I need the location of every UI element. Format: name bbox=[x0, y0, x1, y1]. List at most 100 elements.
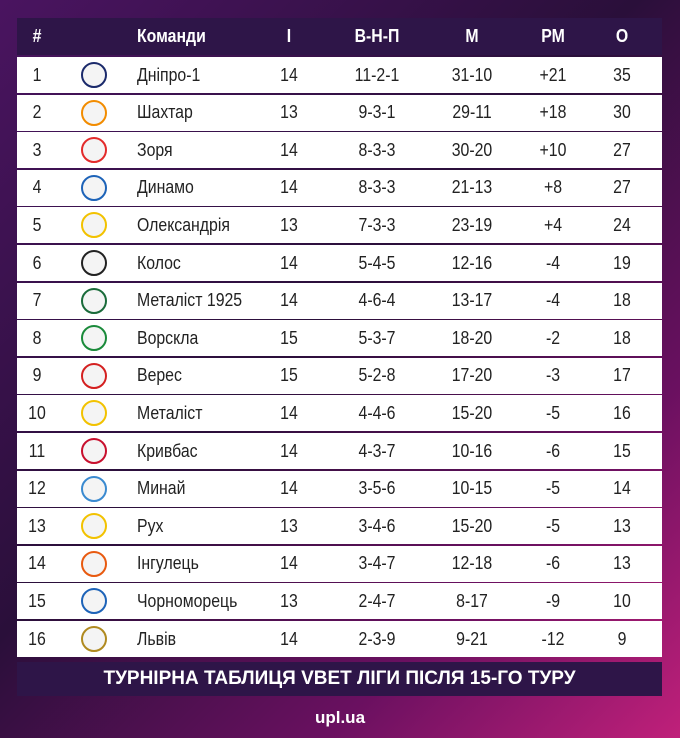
table-cell: 15 bbox=[280, 327, 298, 348]
table-cell: Колос bbox=[137, 252, 181, 273]
table-cell: 14 bbox=[280, 290, 298, 311]
table-cell: 2-4-7 bbox=[358, 590, 396, 611]
team-logo bbox=[81, 99, 107, 126]
table-cell: 27 bbox=[613, 177, 631, 198]
table-cell: 15 bbox=[613, 440, 631, 461]
table-cell: 16 bbox=[28, 628, 46, 649]
table-row: 11 Кривбас 14 4-3-7 10-16 -6 15 bbox=[17, 433, 662, 469]
table-cell: -12 bbox=[541, 628, 565, 649]
table-cell: 23-19 bbox=[451, 214, 493, 235]
table-cell: 13 bbox=[280, 515, 298, 536]
table-cell: 14 bbox=[280, 177, 298, 198]
table-cell: 13 bbox=[613, 553, 631, 574]
header-cell: # bbox=[32, 26, 42, 46]
team-logo bbox=[81, 550, 107, 577]
team-logo bbox=[81, 362, 107, 389]
table-cell: 10-16 bbox=[451, 440, 493, 461]
table-cell: Ворскла bbox=[137, 327, 199, 348]
table-cell: 8 bbox=[32, 327, 42, 348]
table-cell: 1 bbox=[32, 64, 42, 85]
table-cell: 2 bbox=[32, 102, 42, 123]
table-cell: 13 bbox=[28, 515, 46, 536]
table-cell: 10 bbox=[613, 590, 631, 611]
table-cell: Рух bbox=[137, 515, 164, 536]
table-cell: +18 bbox=[539, 102, 567, 123]
table-cell: 3-4-7 bbox=[358, 553, 396, 574]
table-cell: -6 bbox=[545, 553, 561, 574]
table-cell: Шахтар bbox=[137, 102, 193, 123]
table-cell: 8-17 bbox=[456, 590, 488, 611]
table-cell: 14 bbox=[280, 252, 298, 273]
team-logo bbox=[81, 475, 107, 502]
team-logo bbox=[81, 626, 107, 652]
table-cell: 13-17 bbox=[451, 290, 493, 311]
table-cell: 13 bbox=[280, 102, 298, 123]
table-row: 4 Динамо 14 8-3-3 21-13 +8 27 bbox=[17, 169, 662, 206]
table-cell: 14 bbox=[280, 553, 298, 574]
header-cell: В-Н-П bbox=[354, 26, 400, 46]
table-cell: 17 bbox=[613, 365, 631, 386]
table-row: 6 Колос 14 5-4-5 12-16 -4 19 bbox=[17, 245, 662, 281]
table-cell: -5 bbox=[545, 515, 561, 536]
table-cell: Інгулець bbox=[137, 553, 199, 574]
table-cell: 9 bbox=[617, 628, 627, 649]
table-cell: 5-3-7 bbox=[358, 327, 396, 348]
table-cell: 4-4-6 bbox=[358, 402, 396, 423]
table-row: 5 Олександрія 13 7-3-3 23-19 +4 24 bbox=[17, 207, 662, 244]
table-cell: Олександрія bbox=[137, 214, 230, 235]
table-row: 12 Минай 14 3-5-6 10-15 -5 14 bbox=[17, 470, 662, 507]
footer-title: ТУРНІРНА ТАБЛИЦЯ VBET ЛІГИ ПІСЛЯ 15-ГО Т… bbox=[17, 662, 662, 696]
team-logo bbox=[81, 400, 107, 427]
table-cell: -5 bbox=[545, 478, 561, 499]
table-cell: Металіст bbox=[137, 402, 203, 423]
table-cell: 2-3-9 bbox=[358, 628, 396, 649]
table-row: 13 Рух 13 3-4-6 15-20 -5 13 bbox=[17, 508, 662, 545]
table-cell: 11 bbox=[28, 440, 46, 461]
table-cell: 3 bbox=[32, 139, 42, 160]
table-cell: Львів bbox=[137, 628, 177, 649]
table-cell: 16 bbox=[613, 402, 631, 423]
table-cell: Чорноморець bbox=[137, 590, 238, 611]
table-cell: 14 bbox=[28, 553, 46, 574]
table-cell: 27 bbox=[613, 139, 631, 160]
table-cell: 29-11 bbox=[452, 102, 492, 123]
table-cell: 9-3-1 bbox=[358, 102, 396, 123]
table-cell: +8 bbox=[543, 177, 563, 198]
table-cell: -2 bbox=[545, 327, 561, 348]
table-cell: 12-18 bbox=[451, 553, 493, 574]
table-cell: 30 bbox=[613, 102, 631, 123]
team-logo bbox=[81, 137, 107, 164]
table-cell: -4 bbox=[545, 252, 561, 273]
table-cell: -6 bbox=[545, 440, 561, 461]
table-cell: Динамо bbox=[137, 177, 194, 198]
header-cell: РМ bbox=[541, 26, 565, 46]
table-cell: -4 bbox=[545, 290, 561, 311]
table-cell: 14 bbox=[280, 139, 298, 160]
table-row: 7 Металіст 1925 14 4-6-4 13-17 -4 18 bbox=[17, 282, 662, 319]
table-cell: 14 bbox=[613, 478, 631, 499]
table-cell: 19 bbox=[613, 252, 631, 273]
team-logo bbox=[81, 325, 107, 352]
table-cell: 7 bbox=[32, 290, 42, 311]
table-cell: +4 bbox=[543, 214, 563, 235]
table-row: 3 Зоря 14 8-3-3 30-20 +10 27 bbox=[17, 132, 662, 169]
table-cell: 15 bbox=[28, 590, 46, 611]
table-cell: 18 bbox=[613, 290, 631, 311]
team-logo bbox=[81, 438, 107, 464]
team-logo bbox=[81, 287, 107, 314]
table-cell: 15-20 bbox=[451, 402, 493, 423]
team-logo bbox=[81, 212, 107, 239]
table-cell: 9 bbox=[32, 365, 42, 386]
table-cell: 11-2-1 bbox=[354, 64, 400, 85]
table-cell: 13 bbox=[613, 515, 631, 536]
table-cell: +21 bbox=[539, 64, 567, 85]
table-cell: Металіст 1925 bbox=[137, 290, 243, 311]
table-cell: 8-3-3 bbox=[358, 139, 396, 160]
table-cell: 13 bbox=[280, 214, 298, 235]
table-cell: 10 bbox=[28, 402, 46, 423]
table-cell: 6 bbox=[32, 252, 42, 273]
table-cell: 9-21 bbox=[456, 628, 488, 649]
table-cell: 18-20 bbox=[451, 327, 493, 348]
header-cell: М bbox=[465, 26, 479, 46]
